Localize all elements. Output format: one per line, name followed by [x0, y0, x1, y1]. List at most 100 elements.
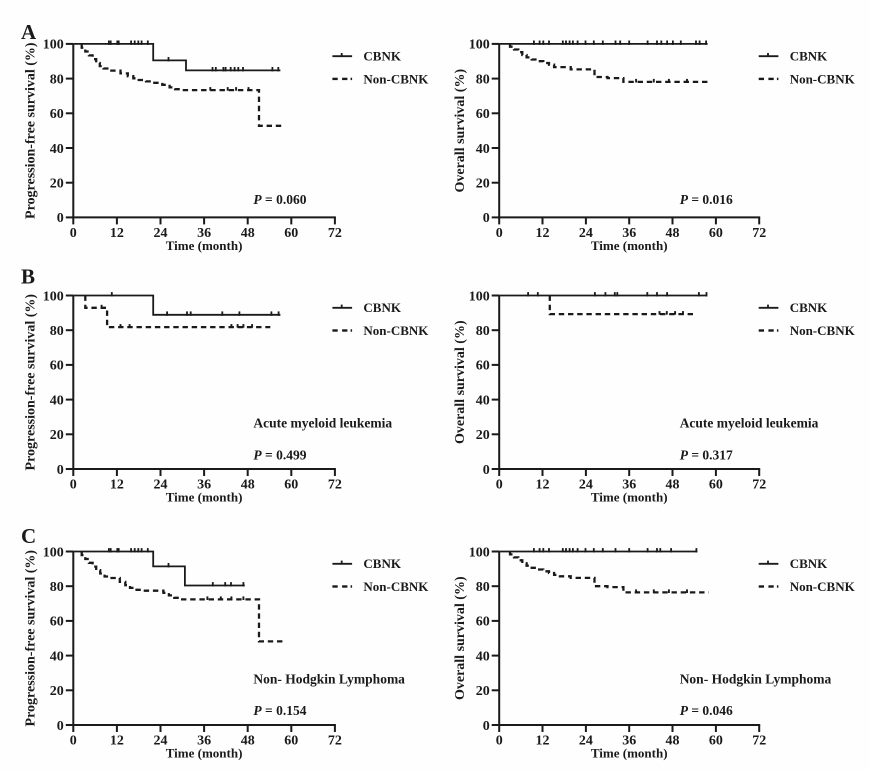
svg-text:Time (month): Time (month)	[591, 490, 668, 505]
svg-text:48: 48	[666, 478, 680, 493]
svg-text:Progression-free survival (%): Progression-free survival (%)	[23, 550, 38, 727]
svg-text:Non-CBNK: Non-CBNK	[363, 579, 429, 594]
svg-text:CBNK: CBNK	[790, 49, 828, 64]
svg-text:0: 0	[496, 478, 503, 493]
svg-text:CBNK: CBNK	[790, 556, 828, 571]
svg-text:20: 20	[476, 684, 490, 699]
svg-text:40: 40	[476, 649, 490, 664]
svg-text:80: 80	[50, 324, 64, 339]
svg-text:60: 60	[476, 615, 490, 630]
svg-text:36: 36	[197, 734, 211, 749]
svg-text:0: 0	[70, 734, 77, 749]
svg-text:80: 80	[476, 324, 490, 339]
svg-text:P = 0.154: P = 0.154	[253, 703, 306, 718]
svg-text:Progression-free survival (%): Progression-free survival (%)	[23, 42, 38, 219]
svg-text:Time (month): Time (month)	[591, 238, 668, 253]
svg-text:0: 0	[57, 463, 64, 478]
svg-text:Overall survival (%): Overall survival (%)	[453, 69, 468, 193]
svg-text:40: 40	[50, 142, 64, 157]
svg-text:36: 36	[197, 478, 211, 493]
svg-text:Time (month): Time (month)	[591, 746, 668, 761]
svg-text:B: B	[21, 264, 35, 288]
svg-text:20: 20	[50, 428, 64, 443]
svg-text:P = 0.016: P = 0.016	[680, 192, 733, 207]
svg-text:72: 72	[752, 226, 766, 241]
svg-text:Time (month): Time (month)	[166, 746, 243, 761]
svg-text:24: 24	[154, 478, 168, 493]
svg-text:12: 12	[536, 734, 550, 749]
svg-text:60: 60	[476, 107, 490, 122]
svg-text:36: 36	[197, 226, 211, 241]
svg-text:48: 48	[666, 734, 680, 749]
svg-text:100: 100	[469, 289, 490, 304]
svg-text:12: 12	[536, 478, 550, 493]
svg-text:P = 0.060: P = 0.060	[253, 192, 306, 207]
svg-text:Non-CBNK: Non-CBNK	[363, 323, 429, 338]
svg-text:48: 48	[666, 226, 680, 241]
svg-text:C: C	[21, 524, 36, 548]
svg-text:0: 0	[57, 719, 64, 734]
svg-text:24: 24	[579, 478, 593, 493]
svg-text:60: 60	[284, 478, 298, 493]
svg-text:100: 100	[43, 38, 64, 53]
svg-text:12: 12	[110, 478, 124, 493]
svg-text:40: 40	[476, 142, 490, 157]
svg-text:40: 40	[476, 393, 490, 408]
svg-text:36: 36	[622, 734, 636, 749]
svg-text:CBNK: CBNK	[363, 300, 401, 315]
svg-text:Non-CBNK: Non-CBNK	[790, 579, 856, 594]
svg-text:12: 12	[536, 226, 550, 241]
svg-text:60: 60	[709, 478, 723, 493]
svg-text:24: 24	[579, 734, 593, 749]
svg-text:60: 60	[476, 359, 490, 374]
svg-text:60: 60	[709, 734, 723, 749]
svg-text:48: 48	[241, 734, 255, 749]
svg-text:80: 80	[476, 580, 490, 595]
svg-text:Non-CBNK: Non-CBNK	[790, 71, 856, 86]
svg-text:40: 40	[50, 649, 64, 664]
svg-text:Acute myeloid leukemia: Acute myeloid leukemia	[680, 416, 819, 431]
svg-text:60: 60	[284, 226, 298, 241]
svg-text:72: 72	[328, 734, 342, 749]
svg-text:60: 60	[50, 107, 64, 122]
svg-text:Non-CBNK: Non-CBNK	[363, 71, 429, 86]
svg-text:80: 80	[50, 580, 64, 595]
svg-text:CBNK: CBNK	[363, 556, 401, 571]
svg-text:P = 0.499: P = 0.499	[253, 447, 306, 462]
svg-text:72: 72	[752, 478, 766, 493]
svg-text:Non-CBNK: Non-CBNK	[790, 323, 856, 338]
svg-text:CBNK: CBNK	[790, 300, 828, 315]
svg-text:Time (month): Time (month)	[166, 490, 243, 505]
svg-text:0: 0	[70, 226, 77, 241]
svg-text:12: 12	[110, 734, 124, 749]
svg-text:0: 0	[70, 478, 77, 493]
svg-text:72: 72	[752, 734, 766, 749]
svg-text:Overall survival (%): Overall survival (%)	[453, 320, 468, 444]
svg-text:0: 0	[57, 211, 64, 226]
svg-text:20: 20	[476, 177, 490, 192]
svg-text:60: 60	[284, 734, 298, 749]
svg-text:48: 48	[241, 226, 255, 241]
svg-text:48: 48	[241, 478, 255, 493]
svg-text:Non- Hodgkin Lymphoma: Non- Hodgkin Lymphoma	[253, 672, 405, 687]
svg-text:20: 20	[476, 428, 490, 443]
svg-text:80: 80	[476, 72, 490, 87]
svg-text:80: 80	[50, 72, 64, 87]
svg-text:36: 36	[622, 226, 636, 241]
svg-text:60: 60	[50, 615, 64, 630]
svg-text:24: 24	[154, 226, 168, 241]
svg-text:Acute myeloid leukemia: Acute myeloid leukemia	[253, 416, 392, 431]
svg-text:100: 100	[43, 545, 64, 560]
svg-text:0: 0	[483, 719, 490, 734]
svg-text:0: 0	[483, 463, 490, 478]
svg-text:P = 0.046: P = 0.046	[680, 703, 733, 718]
svg-text:36: 36	[622, 478, 636, 493]
svg-text:60: 60	[50, 359, 64, 374]
svg-text:24: 24	[579, 226, 593, 241]
svg-text:A: A	[21, 20, 37, 44]
svg-text:Progression-free survival (%): Progression-free survival (%)	[23, 294, 38, 471]
svg-text:P = 0.317: P = 0.317	[680, 447, 733, 462]
svg-text:0: 0	[496, 734, 503, 749]
svg-text:100: 100	[469, 38, 490, 53]
svg-text:20: 20	[50, 177, 64, 192]
